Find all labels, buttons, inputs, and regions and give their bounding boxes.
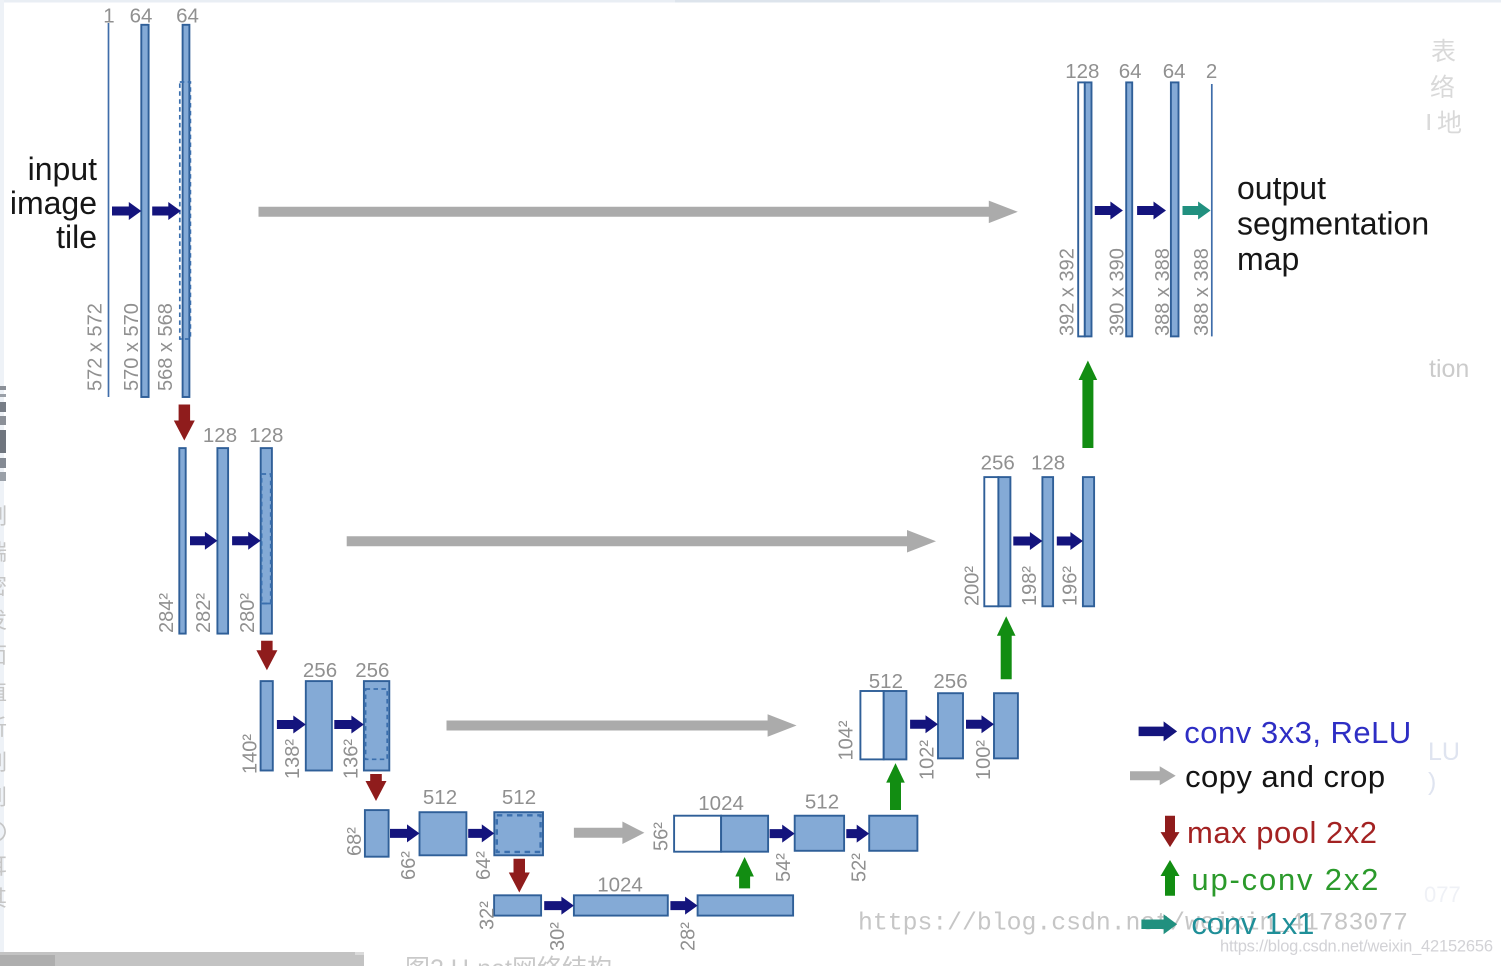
svg-text:138²: 138²: [282, 739, 304, 779]
svg-text:128: 128: [1065, 60, 1099, 83]
svg-text:388 x 388: 388 x 388: [1191, 248, 1213, 336]
svg-text:512: 512: [423, 786, 457, 809]
svg-text:200²: 200²: [962, 566, 984, 606]
svg-text:56²: 56²: [651, 822, 673, 851]
svg-text:刷: 刷: [0, 750, 7, 775]
svg-text:128: 128: [1031, 452, 1065, 475]
svg-text:256: 256: [355, 659, 389, 682]
svg-text:388 x 388: 388 x 388: [1152, 248, 1174, 336]
svg-text:值: 值: [0, 680, 7, 705]
svg-text:面: 面: [0, 643, 7, 668]
svg-text:52²: 52²: [849, 853, 871, 882]
svg-text:64²: 64²: [473, 851, 495, 880]
svg-text:): ): [1428, 768, 1436, 796]
svg-text:conv 1x1: conv 1x1: [1191, 906, 1314, 941]
svg-text:image: image: [10, 185, 97, 221]
svg-text:284²: 284²: [156, 593, 178, 633]
svg-text:64: 64: [176, 5, 199, 28]
svg-text:512: 512: [805, 791, 839, 814]
svg-text:tion: tion: [1429, 355, 1469, 383]
svg-text:64: 64: [130, 5, 153, 28]
svg-text:256: 256: [303, 659, 337, 682]
svg-text:140²: 140²: [240, 734, 262, 774]
svg-text:64: 64: [1163, 60, 1186, 83]
svg-text:conv 3x3, ReLU: conv 3x3, ReLU: [1184, 715, 1411, 750]
svg-text:568 x 568: 568 x 568: [155, 303, 177, 391]
svg-text:104²: 104²: [836, 720, 858, 760]
svg-text:up-conv 2x2: up-conv 2x2: [1191, 862, 1378, 897]
svg-text:https://blog.csdn.net/weixin_4: https://blog.csdn.net/weixin_41783077: [858, 910, 1408, 938]
svg-text:表: 表: [1431, 38, 1456, 66]
svg-text:077: 077: [1424, 882, 1461, 907]
svg-text:64: 64: [1119, 60, 1142, 83]
svg-text:析: 析: [0, 715, 7, 740]
svg-text:segmentation: segmentation: [1237, 206, 1429, 242]
svg-text:128: 128: [249, 424, 283, 447]
svg-text:制: 制: [0, 504, 7, 529]
svg-text:络: 络: [1430, 74, 1455, 102]
svg-text:max pool 2x2: max pool 2x2: [1187, 815, 1377, 850]
svg-text:到: 到: [0, 785, 7, 810]
svg-text:256: 256: [981, 452, 1015, 475]
svg-text:198²: 198²: [1019, 566, 1041, 606]
svg-text:100²: 100²: [973, 740, 995, 780]
svg-text:密: 密: [0, 574, 7, 599]
svg-text:102²: 102²: [917, 740, 939, 780]
svg-text:output: output: [1237, 170, 1326, 206]
svg-text:196²: 196²: [1060, 566, 1082, 606]
svg-text:耳: 耳: [0, 854, 7, 879]
svg-text:128: 128: [203, 424, 237, 447]
svg-text:map: map: [1237, 241, 1299, 277]
svg-text:其: 其: [0, 886, 7, 911]
svg-text:28²: 28²: [678, 922, 700, 951]
svg-text:input: input: [28, 151, 98, 187]
svg-text:2: 2: [1206, 60, 1217, 83]
svg-text:1024: 1024: [698, 792, 744, 815]
svg-text:1: 1: [103, 5, 114, 28]
svg-text:136²: 136²: [341, 739, 363, 779]
svg-text:端: 端: [0, 540, 7, 565]
svg-text:地: 地: [1437, 110, 1462, 138]
svg-text:512: 512: [869, 670, 903, 693]
svg-text:30²: 30²: [547, 922, 569, 951]
svg-text:572 x 572: 572 x 572: [85, 303, 107, 391]
svg-text:copy and crop: copy and crop: [1185, 759, 1385, 794]
svg-text:〇: 〇: [0, 820, 7, 845]
svg-text:570 x 570: 570 x 570: [121, 303, 143, 391]
svg-text:1024: 1024: [597, 874, 643, 897]
svg-text:图2 U-net网络结构: 图2 U-net网络结构: [405, 955, 612, 966]
svg-text:392 x 392: 392 x 392: [1057, 248, 1079, 336]
svg-text:tile: tile: [56, 219, 97, 255]
svg-text:54²: 54²: [773, 853, 795, 882]
svg-text:256: 256: [933, 670, 967, 693]
svg-text:66²: 66²: [398, 851, 420, 880]
svg-text:280²: 280²: [237, 593, 259, 633]
svg-text:68²: 68²: [344, 827, 366, 856]
svg-text:32²: 32²: [477, 901, 499, 930]
svg-text:LU: LU: [1428, 738, 1460, 766]
svg-text:282²: 282²: [193, 593, 215, 633]
svg-text:512: 512: [502, 786, 536, 809]
svg-text:390 x 390: 390 x 390: [1107, 248, 1129, 336]
svg-text:发: 发: [0, 608, 7, 633]
svg-text:https://blog.csdn.net/weixin_4: https://blog.csdn.net/weixin_42152656: [1220, 938, 1493, 956]
